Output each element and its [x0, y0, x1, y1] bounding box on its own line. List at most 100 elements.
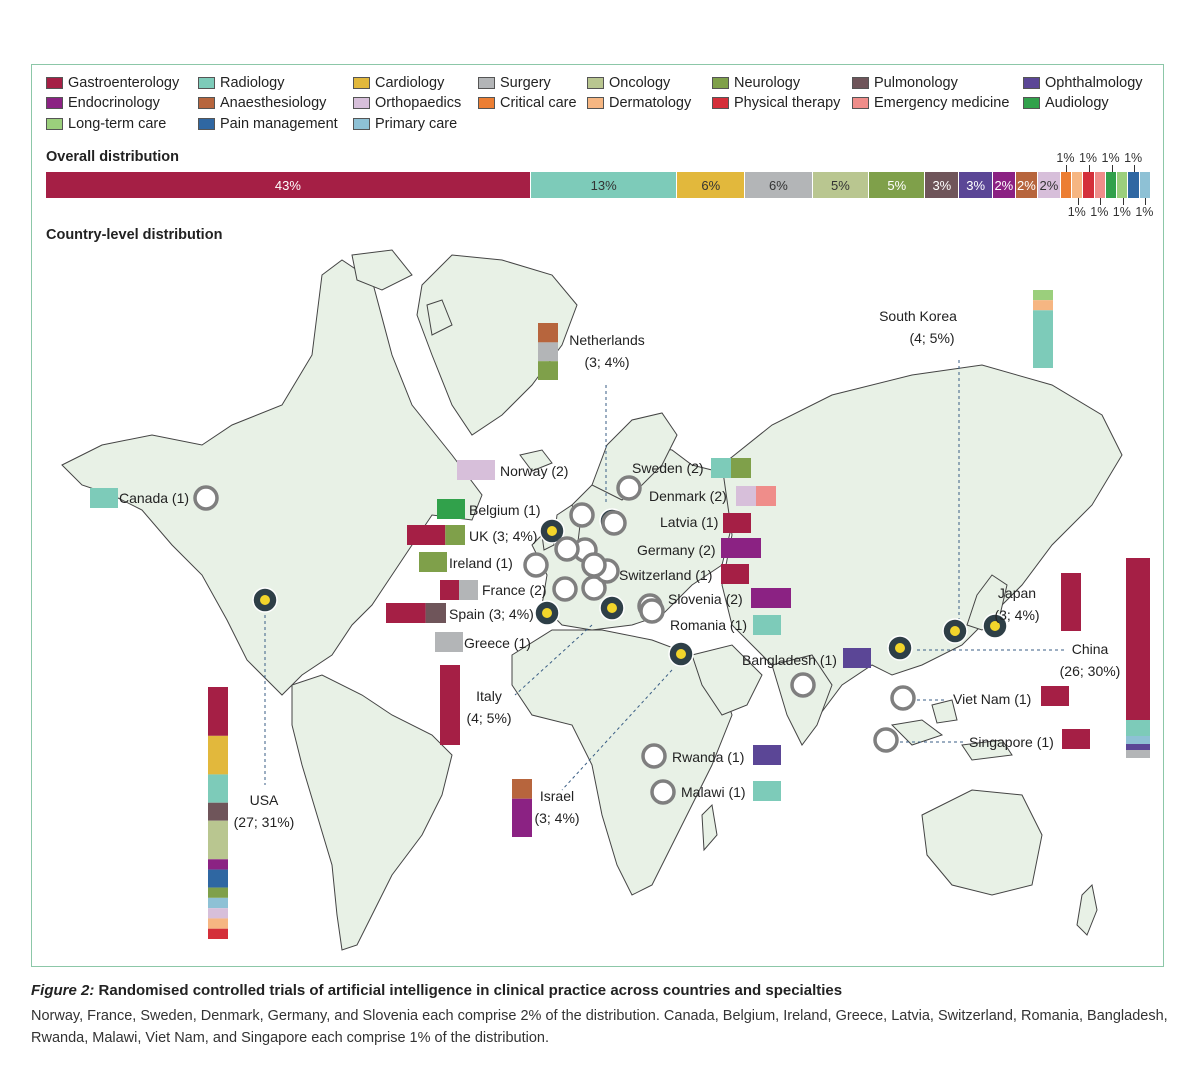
southeast-asia-islands [890, 699, 1013, 761]
overall-segment-gastroenterology: 43% [46, 172, 531, 198]
overall-segment-oncology: 5% [812, 172, 870, 198]
bar-china-surgery [1126, 750, 1150, 758]
overall-small-tick [1066, 165, 1068, 172]
legend-label: Audiology [1045, 95, 1109, 111]
label2-israel: (3; 4%) [534, 810, 579, 826]
legend-swatch [478, 77, 495, 89]
bar-uk-gastroenterology [407, 525, 446, 545]
marker-sweden [616, 475, 642, 501]
bar-israel-anaesthesiology [512, 779, 532, 799]
marker-dot-israel [676, 649, 686, 659]
overall-segment-ophthalmology: 3% [959, 172, 994, 198]
new-zealand [1076, 883, 1098, 936]
bar-greece-surgery [435, 632, 463, 652]
marker-norway [569, 502, 595, 528]
legend-label: Cardiology [375, 75, 445, 91]
overall-small-tick [1122, 198, 1124, 205]
overall-small-tick [1145, 198, 1147, 205]
bar-usa-neurology [208, 887, 228, 898]
marker-viet-nam [890, 685, 916, 711]
legend-item-pain-management: Pain management [198, 116, 338, 132]
iceland [519, 449, 553, 472]
label-belgium: Belgium (1) [469, 502, 541, 518]
bar-usa-orthopaedics [208, 908, 228, 919]
marker-dot-italy [607, 603, 617, 613]
leader-italy [514, 624, 593, 696]
bar-romania-radiology [753, 615, 781, 635]
overall-heading: Overall distribution [46, 149, 179, 165]
bar-usa-cardiology [208, 735, 228, 775]
legend-label: Dermatology [609, 95, 692, 111]
bar-netherlands-anaesthesiology [538, 323, 558, 343]
marker-canada [193, 485, 219, 511]
marker-bangladesh [790, 672, 816, 698]
label2-italy: (4; 5%) [466, 710, 511, 726]
marker-rwanda [641, 743, 667, 769]
overall-small-tick [1111, 165, 1113, 172]
label2-china: (26; 30%) [1060, 663, 1121, 679]
legend-item-ophthalmology: Ophthalmology [1023, 75, 1143, 91]
legend-swatch [712, 97, 729, 109]
caption-body: Norway, France, Sweden, Denmark, Germany… [31, 1008, 1168, 1046]
label-greece: Greece (1) [464, 635, 531, 651]
leader-lines [264, 360, 1067, 791]
bar-denmark-orthopaedics [736, 486, 756, 506]
legend-item-neurology: Neurology [712, 75, 800, 91]
marker-singapore [873, 727, 899, 753]
legend-label: Neurology [734, 75, 801, 91]
label-viet-nam: Viet Nam (1) [953, 691, 1031, 707]
south-america-landmass [291, 674, 453, 951]
bar-usa-oncology [208, 820, 228, 860]
country-markers [193, 475, 1008, 805]
caption-title: Figure 2: Randomised controlled trials o… [31, 982, 1171, 999]
legend-item-dermatology: Dermatology [587, 95, 691, 111]
label-japan: Japan [998, 585, 1036, 601]
overall-small-tick [1100, 198, 1102, 205]
country-heading: Country-level distribution [46, 227, 223, 243]
overall-segment-emergency-medicine [1094, 172, 1106, 198]
legend-item-surgery: Surgery [478, 75, 551, 91]
bar-south-korea-long-term-care [1033, 290, 1053, 301]
marker-dot-usa [260, 595, 270, 605]
bar-belgium-audiology [437, 499, 465, 519]
overall-small-label-pain-management: 1% [1124, 151, 1143, 165]
legend-label: Emergency medicine [874, 95, 1010, 111]
legend-swatch [198, 97, 215, 109]
label-sweden: Sweden (2) [632, 460, 704, 476]
bar-china-primary-care [1126, 736, 1150, 744]
bar-spain-gastroenterology [386, 603, 426, 623]
marker-dot-japan [990, 621, 1000, 631]
bar-china-gastroenterology [1126, 558, 1150, 720]
bar-uk-neurology [445, 525, 465, 545]
overall-small-label-primary-care: 1% [1135, 205, 1154, 219]
overall-segment-physical-therapy [1083, 172, 1095, 198]
label2-japan: (3; 4%) [994, 607, 1039, 623]
label-china: China [1072, 641, 1109, 657]
overall-segment-audiology [1105, 172, 1118, 198]
overall-small-label-critical-care: 1% [1056, 151, 1075, 165]
overall-segment-dermatology [1071, 172, 1084, 198]
bar-france-surgery [459, 580, 478, 600]
legend-item-pulmonology: Pulmonology [852, 75, 958, 91]
bar-norway-orthopaedics [457, 460, 495, 480]
bar-france-gastroenterology [440, 580, 459, 600]
bar-usa-primary-care [208, 897, 228, 909]
bar-slovenia-endocrinology [751, 588, 791, 608]
africa-landmass [511, 629, 733, 896]
overall-segment-surgery: 6% [745, 172, 813, 198]
legend-swatch [587, 97, 604, 109]
label-bangladesh: Bangladesh (1) [742, 652, 837, 668]
asia-landmass [721, 364, 1123, 726]
bar-malawi-radiology [753, 781, 781, 801]
bar-netherlands-neurology [538, 361, 558, 380]
label-germany: Germany (2) [637, 542, 716, 558]
label-usa: USA [250, 792, 279, 808]
bar-singapore-gastroenterology [1062, 729, 1090, 749]
overall-segment-orthopaedics: 2% [1038, 172, 1061, 198]
label-south-korea: South Korea [879, 308, 957, 324]
legend-swatch [353, 77, 370, 89]
legend-label: Anaesthesiology [220, 95, 327, 111]
marker-romania [639, 598, 665, 624]
legend-label: Endocrinology [68, 95, 160, 111]
label-israel: Israel [540, 788, 574, 804]
